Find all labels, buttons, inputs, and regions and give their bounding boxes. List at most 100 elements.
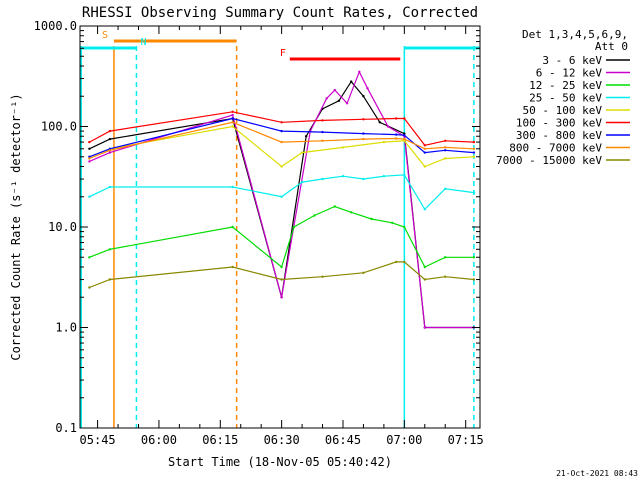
series-3-point-0 <box>88 195 91 198</box>
series-3-point-6 <box>341 175 345 178</box>
series-8-point-6 <box>395 260 398 264</box>
series-8-point-7 <box>403 260 406 264</box>
series-7-point-0 <box>88 157 91 160</box>
series-0-point-8 <box>362 95 365 98</box>
series-8-point-3 <box>280 278 283 281</box>
series-8-point-4 <box>321 275 324 278</box>
series-2-point-3 <box>280 265 283 269</box>
series-8-point-9 <box>444 275 447 278</box>
series-2-point-5 <box>313 214 316 217</box>
series-3-point-4 <box>300 180 304 184</box>
series-3-point-7 <box>362 177 365 181</box>
series-1-point-5 <box>325 97 328 100</box>
series-5-point-1 <box>108 129 112 133</box>
legend-label-0: 3 - 6 keV <box>542 54 602 67</box>
x-tick-label-2: 06:15 <box>202 433 238 447</box>
series-3-point-1 <box>108 185 112 189</box>
marker-label-s: S <box>102 30 108 41</box>
markers-layer: S N F <box>80 30 480 428</box>
series-2-point-6 <box>333 205 336 208</box>
series-7-point-5 <box>362 137 365 141</box>
series-5-point-5 <box>362 118 365 121</box>
x-tick-label-5: 07:00 <box>386 433 422 447</box>
series-2-point-0 <box>88 256 91 259</box>
series-1-point-10 <box>386 125 390 128</box>
series-6-point-2 <box>231 117 234 120</box>
series-7-point-2 <box>231 121 234 124</box>
series-4-point-3 <box>280 165 283 168</box>
series-6-point-5 <box>362 132 365 135</box>
marker-label-f: F <box>280 48 286 59</box>
x-axis-label: Start Time (18-Nov-05 05:40:42) <box>168 455 392 469</box>
series-2-point-8 <box>370 217 373 221</box>
legend-label-3: 25 - 50 keV <box>529 92 602 105</box>
series-1-point-1 <box>108 151 112 154</box>
series-2-point-11 <box>423 265 426 269</box>
series-6-point-8 <box>423 151 426 154</box>
series-7-point-4 <box>321 139 324 142</box>
legend-title-line-2: Att 0 <box>595 40 628 53</box>
series-1-point-9 <box>366 87 369 90</box>
series-2-point-2 <box>231 225 234 229</box>
series-7-point-9 <box>444 146 447 149</box>
legend-label-7: 800 - 7000 keV <box>509 142 602 155</box>
series-6-point-9 <box>444 149 447 152</box>
series-2-point-12 <box>444 256 447 259</box>
legend-label-4: 50 - 100 keV <box>523 104 603 117</box>
series-5-point-10 <box>472 140 476 144</box>
series-7-point-3 <box>280 140 283 144</box>
series-2-point-4 <box>292 225 296 229</box>
x-tick-label-0: 05:45 <box>80 433 116 447</box>
series-4-point-5 <box>341 146 345 149</box>
series-4-point-10 <box>472 155 476 158</box>
series-layer <box>88 70 476 329</box>
series-7-point-8 <box>423 147 426 150</box>
series-1-point-8 <box>358 70 361 74</box>
y-tick-label-3: 100.0 <box>41 120 77 134</box>
series-4-point-9 <box>444 157 447 160</box>
series-5-point-0 <box>88 140 91 144</box>
series-1-point-0 <box>88 160 91 163</box>
series-6-point-10 <box>472 151 476 154</box>
footer-timestamp: 21-Oct-2021 08:43 <box>556 469 638 478</box>
series-7-point-1 <box>108 149 112 152</box>
series-3-point-12 <box>472 191 476 194</box>
y-tick-label-0: 0.1 <box>55 421 77 435</box>
series-0-point-4 <box>305 135 308 138</box>
series-3-point-10 <box>423 208 426 211</box>
series-1-point-6 <box>333 88 336 92</box>
series-4-point-2 <box>231 125 234 128</box>
series-0-point-0 <box>88 147 91 150</box>
series-6-point-0 <box>88 155 91 158</box>
y-tick-label-4: 1000.0 <box>34 19 77 33</box>
series-2-point-1 <box>108 248 112 251</box>
series-0-point-7 <box>350 80 353 83</box>
series-1-point-2 <box>231 113 234 117</box>
series-8-point-8 <box>423 278 426 281</box>
series-4-point-8 <box>423 165 426 168</box>
series-5-point-6 <box>395 117 398 120</box>
series-0-point-1 <box>108 137 112 141</box>
x-tick-label-1: 06:00 <box>141 433 177 447</box>
series-3-point-3 <box>280 195 283 198</box>
legend-label-6: 300 - 800 keV <box>516 129 602 142</box>
series-1-point-3 <box>280 296 283 299</box>
series-2-point-9 <box>390 221 394 224</box>
series-5-point-3 <box>280 121 283 124</box>
series-5-point-2 <box>231 110 234 114</box>
legend-label-2: 12 - 25 keV <box>529 79 602 92</box>
series-3-point-8 <box>382 175 386 178</box>
series-1-point-12 <box>423 326 426 329</box>
series-5-point-9 <box>444 139 447 142</box>
y-axis-label: Corrected Count Rate (s⁻¹ detector⁻¹) <box>9 93 23 360</box>
series-5-point-8 <box>423 144 426 147</box>
series-3-point-9 <box>403 173 406 177</box>
legend-label-8: 7000 - 15000 keV <box>496 154 602 167</box>
series-6-point-6 <box>395 133 398 136</box>
series-0-point-9 <box>378 121 381 124</box>
series-8-point-5 <box>362 271 365 274</box>
series-8-point-1 <box>108 278 112 281</box>
y-tick-label-2: 10.0 <box>48 220 77 234</box>
